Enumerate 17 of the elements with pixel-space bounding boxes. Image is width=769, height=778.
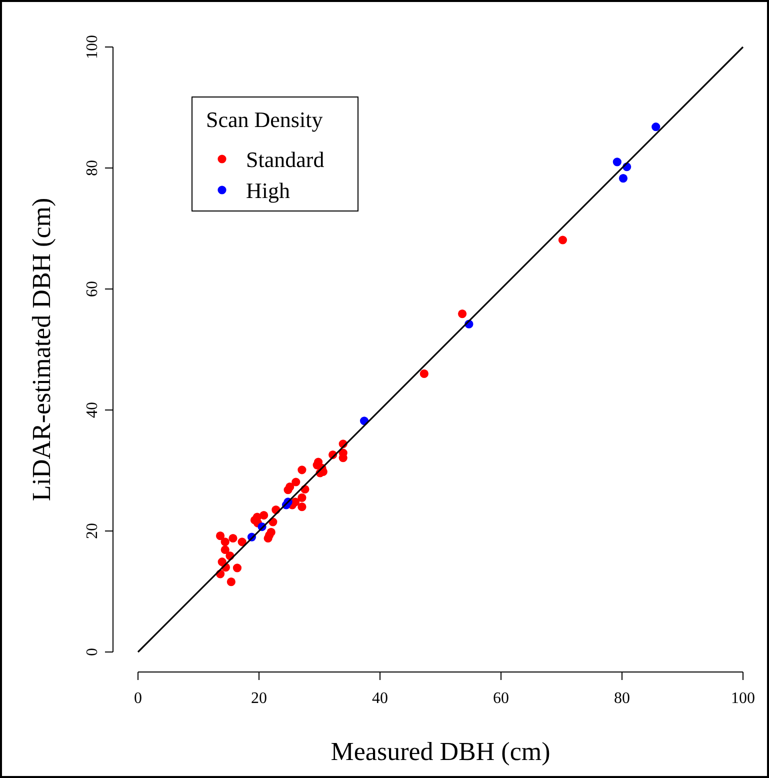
x-tick-label: 0	[134, 690, 142, 707]
y-tick-label: 80	[84, 160, 101, 176]
legend-label: Standard	[246, 147, 324, 172]
y-tick-label: 60	[84, 281, 101, 297]
legend-title: Scan Density	[206, 107, 323, 132]
y-tick-label: 100	[84, 35, 101, 59]
y-tick-label: 0	[84, 648, 101, 656]
x-tick-label: 80	[614, 690, 630, 707]
y-tick-label: 40	[84, 402, 101, 418]
x-tick-label: 60	[493, 690, 509, 707]
x-axis-title: Measured DBH (cm)	[330, 737, 550, 766]
y-tick-label: 20	[84, 523, 101, 539]
x-tick-label: 20	[251, 690, 267, 707]
x-tick-label: 40	[372, 690, 388, 707]
legend-label: High	[246, 178, 290, 203]
x-tick-label: 100	[731, 690, 755, 707]
y-axis-title: LiDAR-estimated DBH (cm)	[27, 198, 56, 502]
